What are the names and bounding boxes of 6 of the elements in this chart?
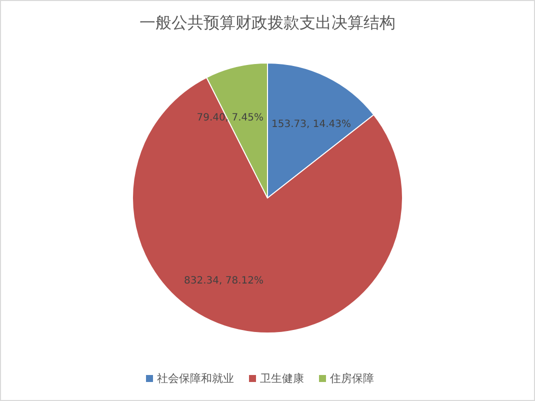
data-label: 153.73, 14.43%: [272, 118, 351, 130]
legend-label: 卫生健康: [260, 372, 304, 385]
legend-label: 住房保障: [330, 372, 374, 385]
chart-title: 一般公共预算财政拨款支出决算结构: [140, 13, 396, 32]
data-label: 832.34, 78.12%: [184, 276, 264, 287]
legend-label: 社会保障和就业: [157, 372, 234, 385]
